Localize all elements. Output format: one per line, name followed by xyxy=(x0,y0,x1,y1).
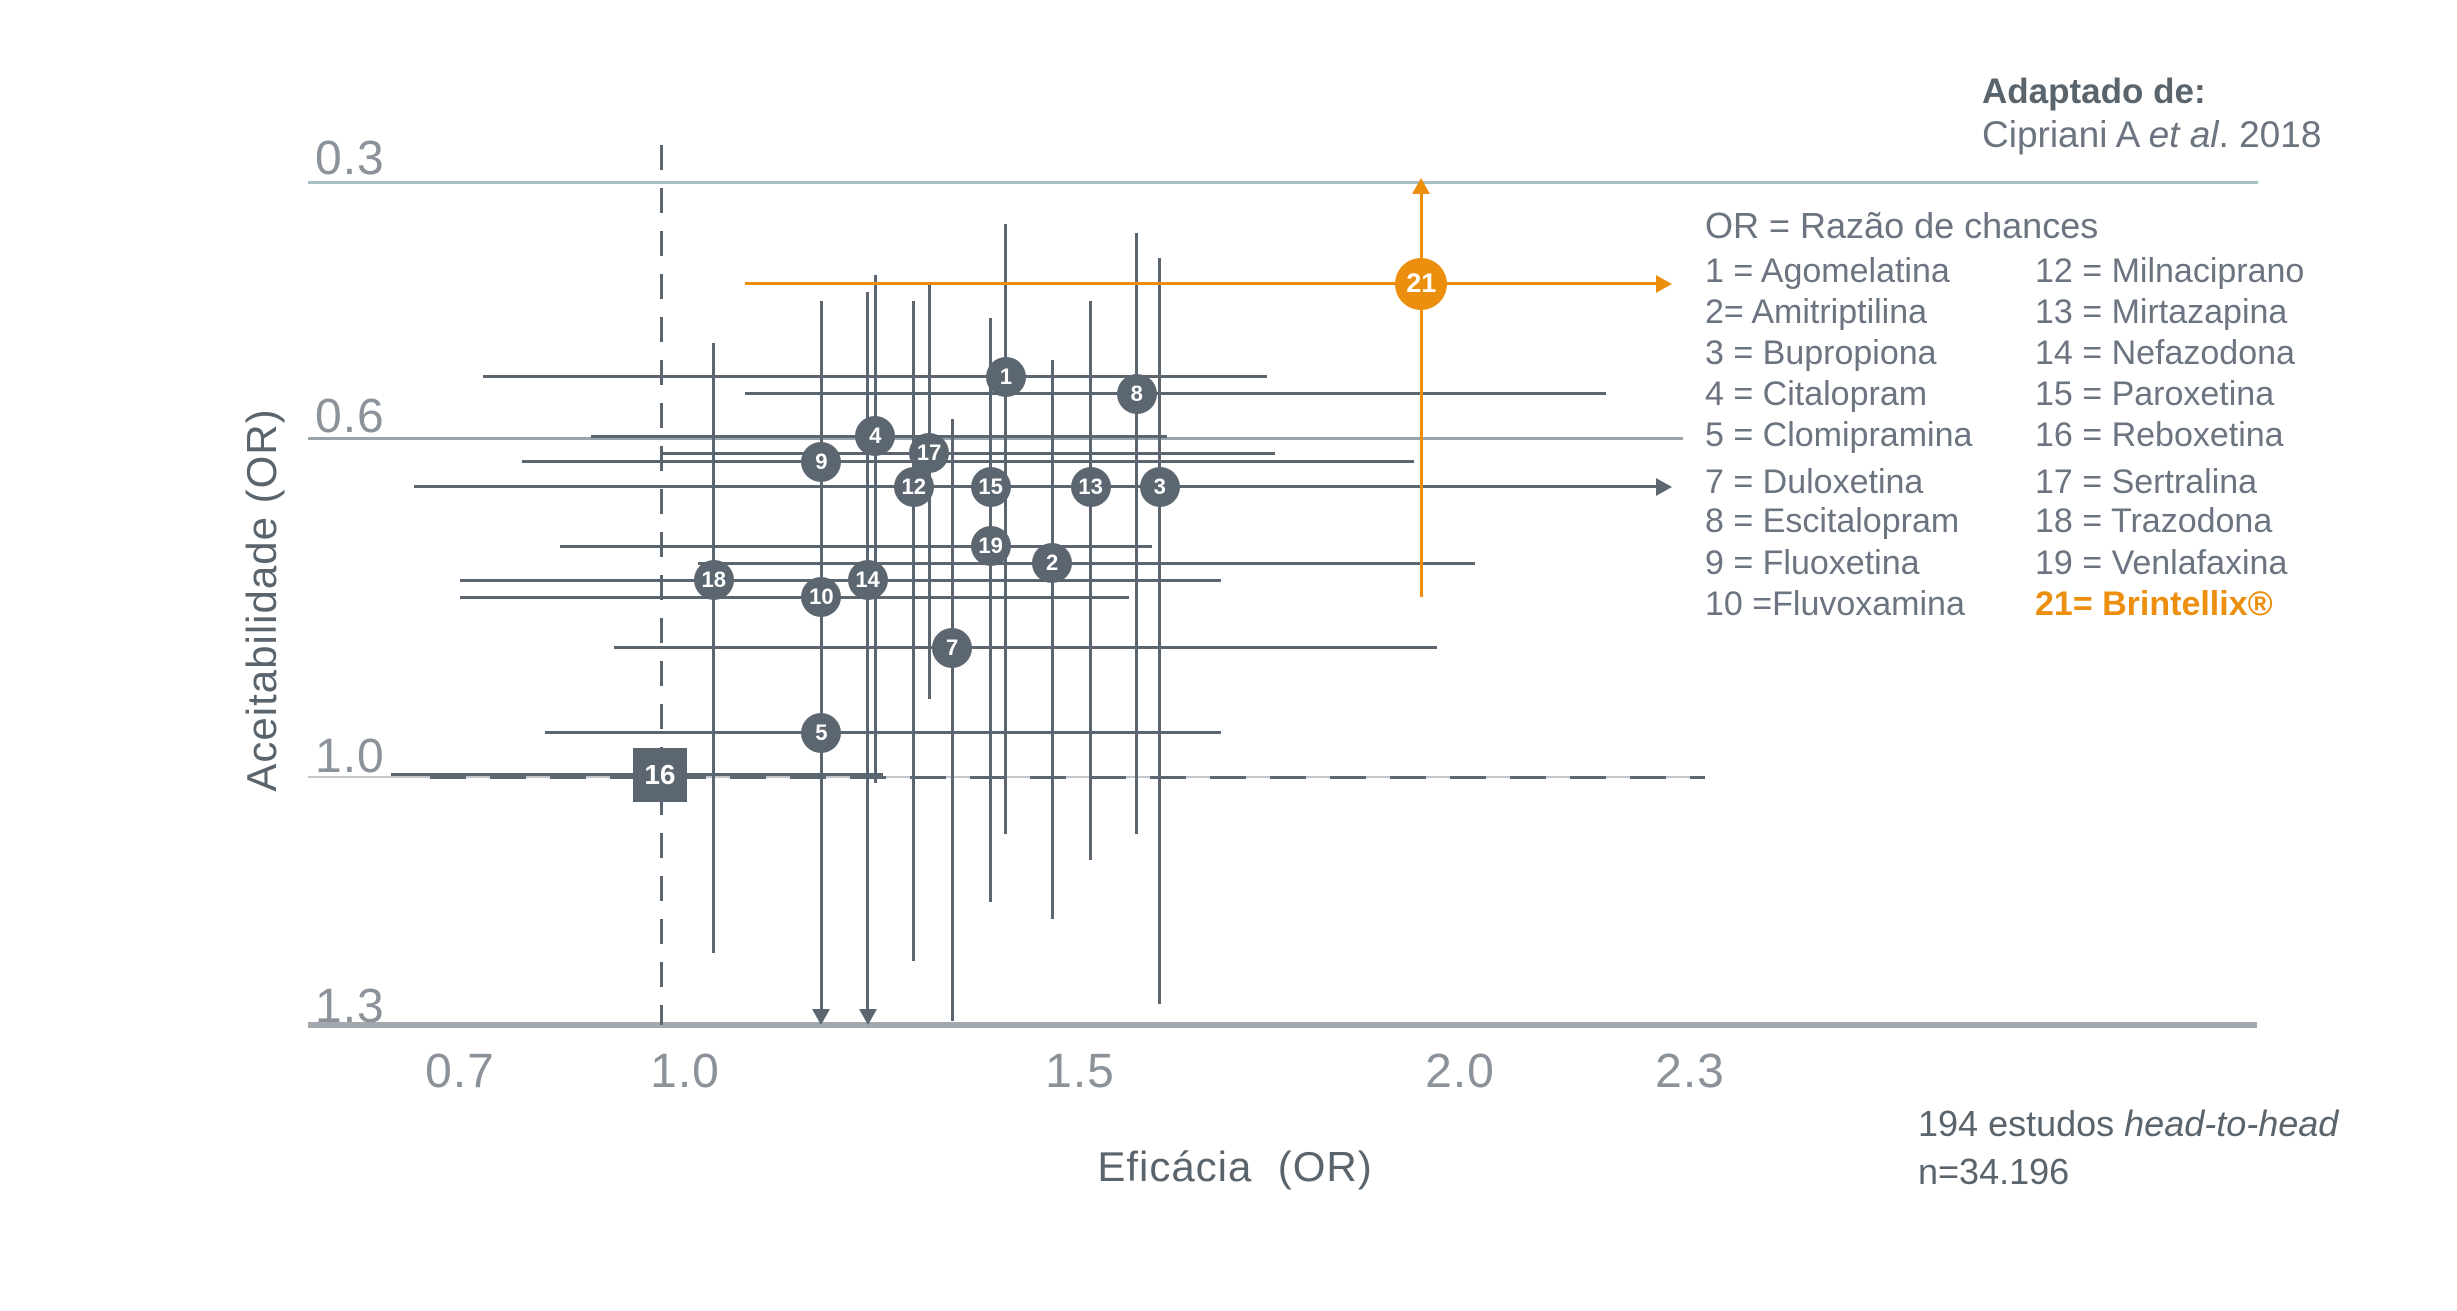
legend-item-col2-0: 12 = Milnaciprano xyxy=(2035,252,2305,290)
legend-item-col2-4: 16 = Reboxetina xyxy=(2035,416,2284,454)
x-axis-line xyxy=(308,1022,2257,1028)
ci-horizontal-21 xyxy=(744,282,1660,286)
ci-vertical-12 xyxy=(912,300,916,962)
x-tick-label-2.3: 2.3 xyxy=(1655,1045,1725,1098)
study-footnote: 194 estudos head-to-head n=34.196 xyxy=(1918,1100,2338,1196)
ci-horizontal-15 xyxy=(598,485,1314,489)
ci-horizontal-17 xyxy=(659,451,1276,455)
ci-arrow-right-3 xyxy=(1655,477,1672,496)
point-19-Venlafaxina: 19 xyxy=(970,526,1011,567)
footnote-line2: n=34.196 xyxy=(1918,1151,2070,1192)
x-tick-label-1.0: 1.0 xyxy=(650,1045,720,1098)
source-et-al: et al xyxy=(2148,114,2219,155)
ci-vertical-4 xyxy=(873,275,877,784)
ci-vertical-14 xyxy=(866,292,870,1021)
source-citation: Cipriani A et al. 2018 xyxy=(1982,114,2321,156)
point-13-Mirtazapina: 13 xyxy=(1070,466,1111,507)
legend-item-col1-2: 3 = Bupropiona xyxy=(1705,334,1937,372)
x-axis-title: Eficácia (OR) xyxy=(1097,1143,1373,1190)
ci-vertical-21 xyxy=(1419,182,1423,598)
ci-arrow-right-21 xyxy=(1655,274,1672,293)
ci-horizontal-5 xyxy=(544,731,1222,735)
ci-horizontal-2 xyxy=(698,561,1476,565)
adapted-from-label: Adaptado de: xyxy=(1982,72,2206,111)
point-12-Milnaciprano: 12 xyxy=(893,466,934,507)
point-14-Nefazodona: 14 xyxy=(847,560,888,601)
ci-vertical-8 xyxy=(1135,232,1139,835)
point-1-Agomelatina: 1 xyxy=(985,356,1026,397)
legend-item-col2-7: 19 = Venlafaxina xyxy=(2035,544,2288,582)
ci-horizontal-9 xyxy=(521,460,1414,463)
legend-item-col1-4: 5 = Clomipramina xyxy=(1705,416,1973,454)
point-8-Escitalopram: 8 xyxy=(1116,373,1157,414)
ci-horizontal-8 xyxy=(744,392,1606,396)
point-9-Fluoxetina: 9 xyxy=(801,441,842,482)
ci-vertical-18 xyxy=(712,342,716,953)
x-tick-label-0.7: 0.7 xyxy=(425,1045,495,1098)
legend-item-col1-0: 1 = Agomelatina xyxy=(1705,252,1950,290)
ci-arrow-down-14 xyxy=(858,1008,877,1025)
ci-vertical-19 xyxy=(989,342,993,902)
point-4-Citalopram: 4 xyxy=(855,416,896,457)
legend-item-col2-6: 18 = Trazodona xyxy=(2035,502,2273,540)
legend-item-col1-3: 4 = Citalopram xyxy=(1705,375,1928,413)
point-18-Trazodona: 18 xyxy=(693,560,734,601)
ci-vertical-7 xyxy=(950,419,954,1021)
gridline-1-0-dashed xyxy=(430,775,1705,779)
ci-vertical-3 xyxy=(1158,258,1162,1004)
point-17-Sertralina: 17 xyxy=(909,433,950,474)
y-tick-label-0.6: 0.6 xyxy=(315,390,385,443)
source-prefix: Cipriani A xyxy=(1982,114,2149,155)
ci-vertical-2 xyxy=(1050,359,1054,919)
point-7-Duloxetina: 7 xyxy=(932,627,973,668)
point-10-Fluvoxamina: 10 xyxy=(801,577,842,618)
y-tick-label-1.3: 1.3 xyxy=(315,980,385,1033)
y-tick-label-0.3: 0.3 xyxy=(315,132,385,185)
point-16-Reboxetina: 16 xyxy=(632,747,687,802)
legend-item-col1-1: 2= Amitriptilina xyxy=(1705,293,1928,331)
ci-arrow-up-21 xyxy=(1412,178,1431,194)
ci-arrow-down-5 xyxy=(812,1008,831,1025)
x-tick-label-1.5: 1.5 xyxy=(1045,1045,1115,1098)
legend-header: OR = Razão de chances xyxy=(1705,205,2099,246)
vertical-dashed-reference xyxy=(659,145,663,1025)
legend-item-col1-5: 7 = Duloxetina xyxy=(1705,463,1924,501)
legend-item-col2-5: 17 = Sertralina xyxy=(2035,463,2258,501)
ci-horizontal-7 xyxy=(613,646,1437,650)
legend-item-col1-6: 8 = Escitalopram xyxy=(1705,502,1960,540)
point-3-Bupropiona: 3 xyxy=(1139,466,1180,507)
legend-item-col2-2: 14 = Nefazodona xyxy=(2035,334,2295,372)
x-tick-label-2.0: 2.0 xyxy=(1425,1045,1495,1098)
legend-item-col2-1: 13 = Mirtazapina xyxy=(2035,293,2288,331)
ci-horizontal-19 xyxy=(559,544,1153,548)
point-21-Brintellix: 21 xyxy=(1395,257,1448,310)
legend-item-col1-7: 9 = Fluoxetina xyxy=(1705,544,1920,582)
ci-horizontal-10 xyxy=(460,595,1130,599)
legend-item-col1-8: 10 =Fluvoxamina xyxy=(1705,585,1965,623)
point-2-Amitriptilina: 2 xyxy=(1032,543,1073,584)
source-suffix: . 2018 xyxy=(2218,114,2322,155)
footnote-line1: 194 estudos head-to-head xyxy=(1918,1103,2339,1144)
gridline-0-6 xyxy=(308,436,1683,440)
legend-item-col2-3: 15 = Paroxetina xyxy=(2035,375,2275,413)
point-15-Paroxetina: 15 xyxy=(970,466,1011,507)
point-5-Clomipramina: 5 xyxy=(801,712,842,753)
legend-item-col2-8: 21= Brintellix® xyxy=(2035,585,2273,623)
gridline-0-3 xyxy=(308,180,2258,184)
y-tick-label-1.0: 1.0 xyxy=(315,730,385,783)
ci-vertical-1 xyxy=(1004,224,1008,835)
ci-vertical-10 xyxy=(819,334,823,902)
